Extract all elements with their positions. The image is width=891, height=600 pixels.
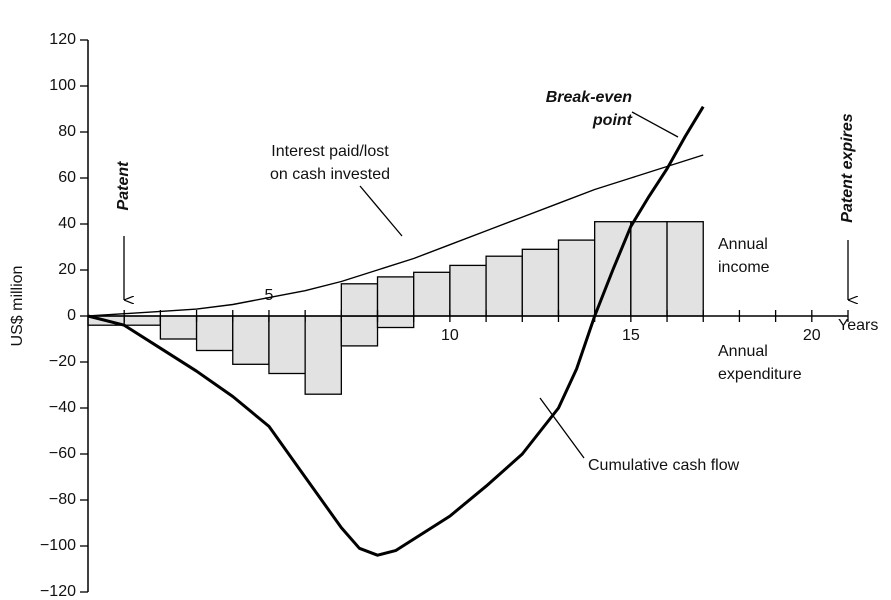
- bar: [557, 239, 596, 317]
- bar: [376, 276, 415, 317]
- y-tick-label: −80: [49, 491, 76, 508]
- y-tick-label: −20: [49, 353, 76, 370]
- annotation: point: [592, 112, 633, 129]
- annotation: Break-even: [546, 89, 633, 106]
- bar: [376, 315, 415, 329]
- annotation: Patent expires: [839, 113, 856, 222]
- y-tick-label: 100: [49, 77, 76, 94]
- y-tick-label: −60: [49, 445, 76, 462]
- y-tick-label: 120: [49, 31, 76, 48]
- annotation: Cumulative cash flow: [588, 457, 740, 474]
- y-tick-label: 0: [67, 307, 76, 324]
- x-tick-label: 10: [441, 327, 459, 344]
- bar: [340, 315, 379, 347]
- y-tick-label: 20: [58, 261, 76, 278]
- line: [87, 154, 704, 317]
- line: [87, 105, 705, 557]
- annotation-leader: [359, 185, 403, 237]
- y-tick-label: 60: [58, 169, 76, 186]
- bar: [485, 255, 523, 317]
- y-tick-label: 80: [58, 123, 76, 140]
- x-tick-label: 5: [264, 287, 273, 304]
- bar: [304, 315, 342, 395]
- bar: [413, 271, 451, 317]
- y-axis-label: US$ million: [9, 266, 26, 347]
- y-tick-label: −120: [40, 583, 76, 600]
- x-axis-label: Years: [838, 317, 878, 334]
- annotation: expenditure: [718, 366, 802, 383]
- bar: [123, 315, 162, 326]
- annotation-leader: [631, 111, 679, 138]
- y-tick-label: 40: [58, 215, 76, 232]
- bar: [268, 315, 306, 375]
- bar: [159, 315, 198, 340]
- annotation: Patent: [115, 161, 132, 211]
- annotation-leader: [539, 397, 585, 459]
- bar: [195, 315, 234, 352]
- bar: [521, 248, 560, 317]
- bar: [340, 283, 379, 317]
- annotation: income: [718, 259, 770, 276]
- x-tick-label: 20: [803, 327, 821, 344]
- annotation: Annual: [718, 236, 768, 253]
- bar: [232, 315, 270, 365]
- annotation: Interest paid/lost: [271, 143, 389, 160]
- y-tick-label: −100: [40, 537, 76, 554]
- bar: [666, 221, 704, 317]
- annotation: Annual: [718, 343, 768, 360]
- x-tick-label: 15: [622, 327, 640, 344]
- y-tick-label: −40: [49, 399, 76, 416]
- bar: [630, 221, 668, 317]
- bar: [449, 264, 487, 317]
- annotation: on cash invested: [270, 166, 390, 183]
